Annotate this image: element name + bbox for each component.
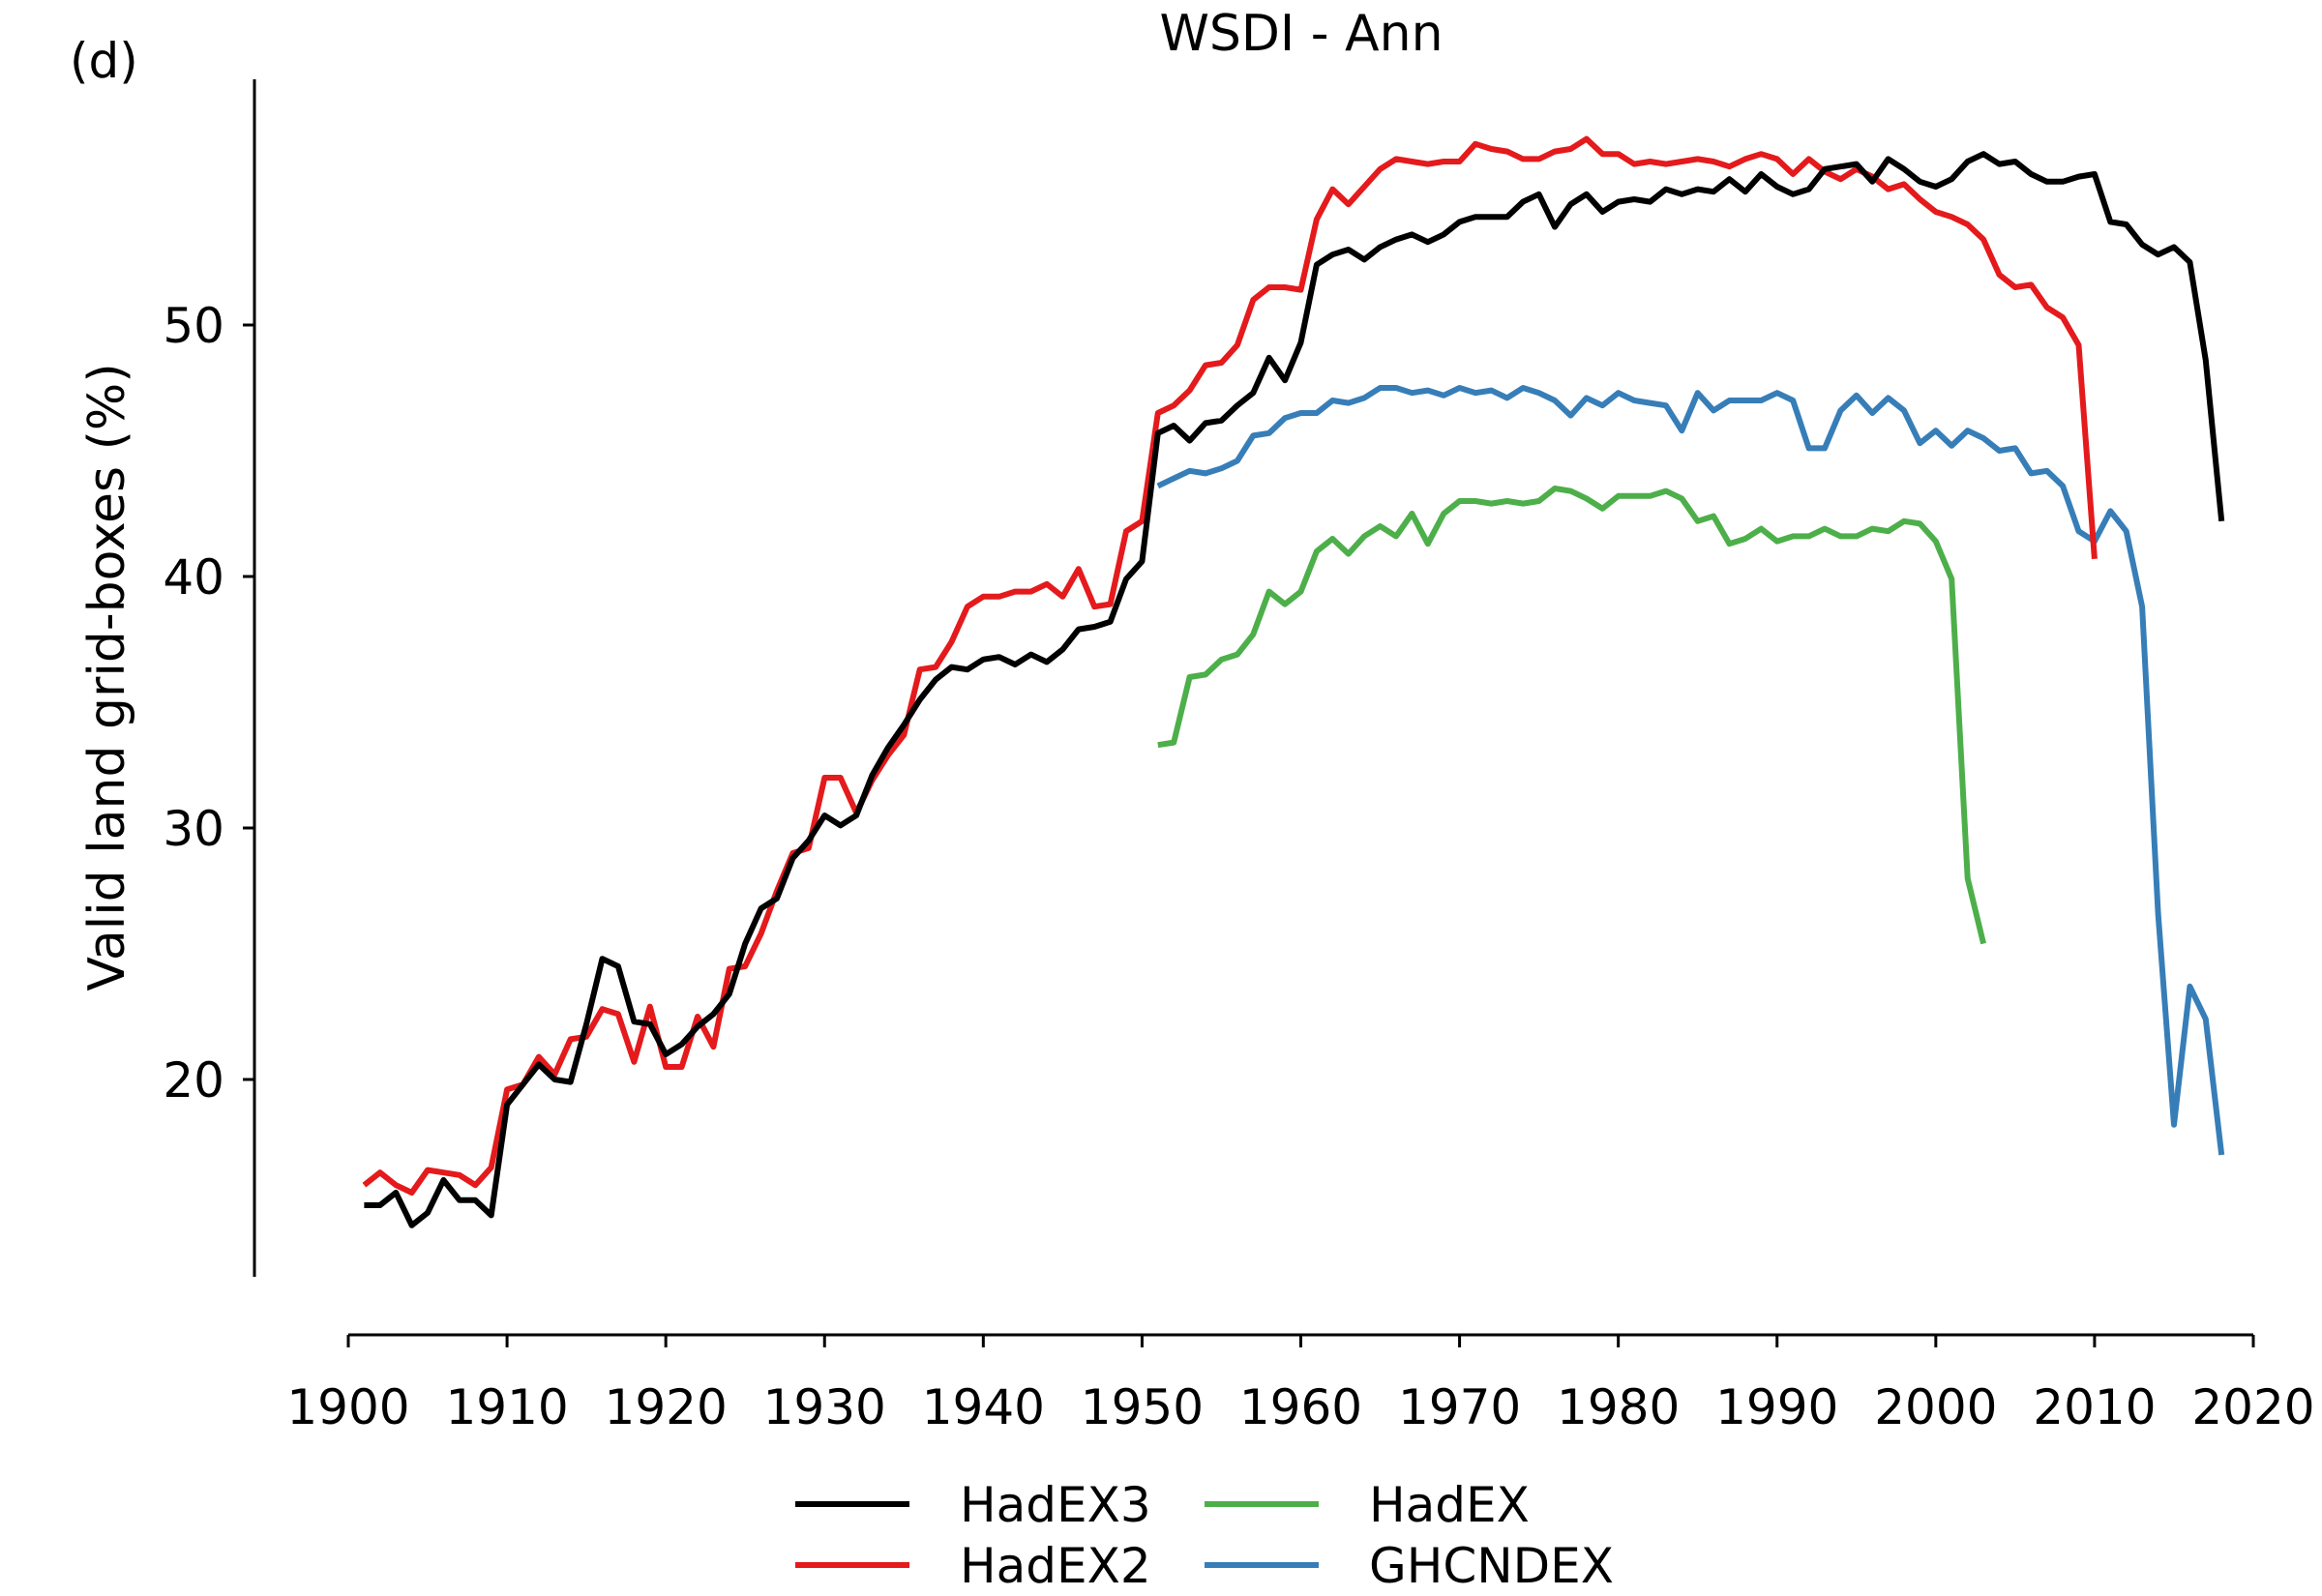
x-tick-label: 1970 (1398, 1379, 1521, 1435)
x-tick-label: 1960 (1239, 1379, 1362, 1435)
panel-label: (d) (70, 33, 138, 89)
series-line-hadex (1157, 486, 1987, 945)
chart-title: WSDI - Ann (1159, 5, 1443, 63)
x-tick-label: 1980 (1557, 1379, 1680, 1435)
series-line-hadex3 (364, 151, 2225, 1228)
legend-label: HadEX3 (960, 1477, 1151, 1533)
legend-label: HadEX2 (960, 1538, 1151, 1594)
legend-label: HadEX (1369, 1477, 1530, 1533)
y-ticks: 20 30 40 50 (163, 298, 254, 1108)
series-line-ghcndex (1156, 385, 2225, 1156)
y-axis-label: Valid land grid-boxes (%) (78, 363, 136, 990)
y-tick-label: 40 (163, 549, 224, 606)
legend-item-ghcndex: GHCNDEX (1205, 1538, 1614, 1594)
x-tick-label: 1900 (286, 1379, 409, 1435)
x-tick-label: 1930 (763, 1379, 886, 1435)
legend-item-hadex: HadEX (1205, 1477, 1530, 1533)
y-tick-label: 30 (163, 801, 224, 857)
series-line-hadex2 (362, 135, 2098, 1196)
x-tick-label: 1940 (922, 1379, 1045, 1435)
legend-item-hadex2: HadEX2 (795, 1538, 1151, 1594)
x-tick-label: 1990 (1715, 1379, 1838, 1435)
x-tick-label: 1910 (445, 1379, 568, 1435)
x-tick-label: 2020 (2191, 1379, 2314, 1435)
x-ticks: 1900 1910 1920 1930 1940 1950 1960 1970 1980 1990… (286, 1335, 2315, 1435)
y-tick-label: 20 (163, 1052, 224, 1108)
series-lines (362, 135, 2225, 1228)
x-tick-label: 2000 (1874, 1379, 1997, 1435)
x-tick-label: 2010 (2033, 1379, 2156, 1435)
x-tick-label: 1920 (605, 1379, 728, 1435)
legend-label: GHCNDEX (1369, 1538, 1614, 1594)
y-tick-label: 50 (163, 298, 224, 354)
legend-item-hadex3: HadEX3 (795, 1477, 1151, 1533)
x-tick-label: 1950 (1081, 1379, 1204, 1435)
